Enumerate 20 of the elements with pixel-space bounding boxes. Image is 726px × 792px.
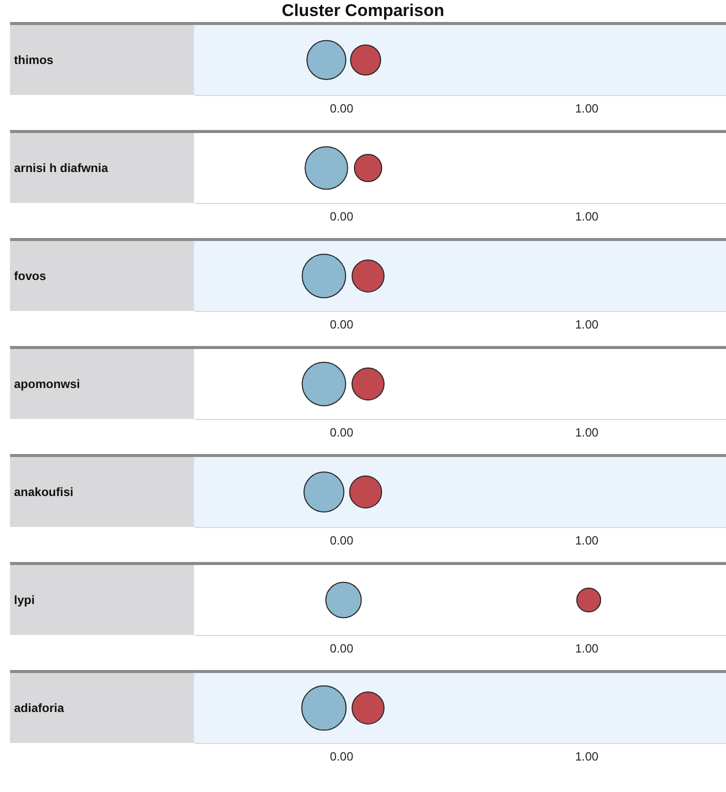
text: 1.00 [575, 534, 598, 548]
text: 1.00 [575, 210, 598, 224]
text: 0.00 [330, 102, 354, 116]
y-tick-label: lypi [14, 593, 35, 607]
text: 0.00 [330, 210, 354, 224]
chart-title: Cluster Comparison [280, 0, 446, 22]
y-tick-label: anakoufisi [14, 485, 74, 499]
text: 1.00 [575, 318, 598, 332]
text: 0.00 [330, 642, 354, 656]
y-tick-label: thimos [14, 53, 54, 67]
y-tick-label: fovos [14, 269, 46, 283]
y-tick-label: adiaforia [14, 701, 64, 715]
text: 0.00 [330, 318, 354, 332]
text: 0.00 [330, 534, 354, 548]
y-tick-label: apomonwsi [14, 377, 80, 391]
y-tick-label: arnisi h diafwnia [14, 161, 108, 175]
text: 1.00 [575, 426, 598, 440]
text: 0.00 [330, 426, 354, 440]
text: 1.00 [575, 642, 598, 656]
text: 1.00 [575, 102, 598, 116]
